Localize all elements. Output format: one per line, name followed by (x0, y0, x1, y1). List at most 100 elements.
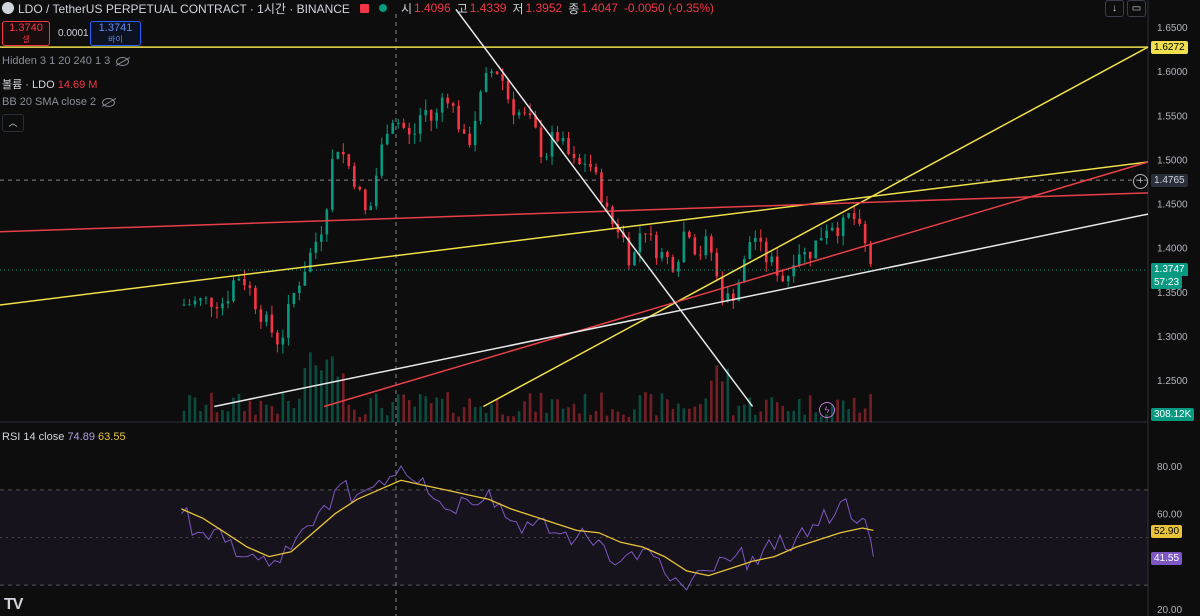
volume-bar (693, 406, 697, 422)
volume-bar (303, 368, 307, 422)
candle-body (199, 298, 202, 301)
window-icon[interactable]: ▭ (1127, 0, 1146, 17)
price-tick-label: 1.6000 (1157, 67, 1188, 78)
candle-body (309, 252, 312, 272)
candle-body (418, 115, 422, 134)
candle-body (594, 166, 598, 173)
hidden-indicator-label: Hidden 3 1 20 240 1 3 (2, 55, 111, 67)
spread-value: 0.0001 (58, 28, 89, 39)
volume-bar (506, 416, 510, 422)
lightning-icon[interactable]: ϟ (819, 402, 835, 418)
volume-bar (534, 411, 537, 422)
candle-body (342, 151, 345, 155)
volume-bar (539, 392, 543, 422)
volume-bar (775, 402, 779, 422)
high-label: 고 (456, 1, 468, 16)
volume-bar (671, 408, 675, 422)
volume-bar (731, 415, 735, 422)
coin-logo-icon (2, 2, 14, 14)
volume-bar (495, 398, 499, 422)
rsi-tag: 41.55 (1151, 552, 1183, 565)
eye-slash-icon[interactable] (116, 56, 130, 66)
candle-body (561, 137, 565, 142)
rsi-indicator[interactable]: RSI 14 close 74.89 63.55 (2, 431, 126, 443)
volume-bar (797, 398, 801, 422)
candle-body (814, 240, 817, 259)
yellow-trend-line (0, 161, 1149, 306)
volume-bar (528, 393, 532, 422)
volume-bar (858, 412, 861, 422)
collapse-up-icon[interactable]: ︿ (2, 114, 24, 132)
volume-bar (462, 407, 466, 422)
candle-body (710, 236, 713, 253)
volume-bar (688, 408, 691, 422)
price-tag-cursor: 1.4765 (1151, 174, 1188, 187)
volume-bar (836, 399, 839, 422)
price-tick-label: 1.3000 (1157, 332, 1188, 343)
hidden-indicator[interactable]: Hidden 3 1 20 240 1 3 (2, 55, 130, 67)
candle-body (270, 314, 274, 333)
candle-body (803, 251, 806, 255)
price-tick-label: 1.6500 (1157, 23, 1188, 34)
candle-body (633, 252, 636, 266)
volume-bar (221, 409, 224, 422)
candle-body (512, 99, 515, 116)
rsi-ma-tag: 52.90 (1151, 525, 1183, 538)
price-tick-label: 1.4000 (1157, 244, 1188, 255)
candle-body (369, 206, 373, 211)
countdown-tag: 57:23 (1151, 276, 1183, 289)
volume-bar (781, 405, 785, 422)
candle-body (523, 112, 526, 114)
volume-bar (737, 405, 741, 422)
close-label: 종 (568, 1, 580, 16)
volume-bar (808, 395, 812, 422)
candle-body (374, 175, 378, 207)
white-trend-line (455, 8, 754, 407)
volume-bar (396, 394, 400, 422)
volume-bar (759, 411, 763, 422)
bb-indicator[interactable]: BB 20 SMA close 2 (2, 96, 116, 108)
candle-body (407, 127, 411, 135)
candle-body (847, 213, 850, 218)
candle-body (380, 144, 384, 176)
candle-body (451, 103, 455, 106)
volume-bar (265, 404, 268, 422)
candle-body (693, 237, 697, 255)
arrow-down-icon[interactable]: ↓ (1105, 0, 1124, 17)
plus-circle-icon[interactable]: + (1133, 174, 1148, 189)
volume-bar (682, 408, 686, 422)
symbol-title[interactable]: LDO / TetherUS PERPETUAL CONTRACT · 1시간 … (18, 1, 350, 16)
rsi-band (0, 489, 1148, 586)
buy-button[interactable]: 1.3741 바이 (90, 21, 141, 46)
red-trend-line (323, 161, 1149, 408)
volume-bar (210, 392, 213, 422)
candle-body (336, 151, 340, 159)
candle-body (259, 309, 263, 322)
volume-bar (814, 412, 817, 422)
candle-body (534, 115, 537, 128)
volume-bar (550, 399, 554, 422)
open-label: 시 (400, 1, 412, 16)
volume-bar (803, 414, 806, 422)
rsi-label: RSI 14 close (2, 431, 65, 443)
volume-bar (325, 359, 329, 422)
volume-bar (677, 403, 680, 422)
volume-bar (523, 401, 526, 422)
sell-button[interactable]: 1.3740 셀 (2, 21, 50, 46)
yellow-trend-line (483, 46, 1149, 408)
candle-body (495, 71, 499, 75)
candle-body (830, 227, 834, 231)
volume-bar (819, 416, 823, 422)
volume-indicator[interactable]: 볼륨 · LDO 14.69 M (2, 76, 97, 92)
low-label: 저 (512, 1, 524, 16)
volume-bar (841, 400, 845, 422)
flag-icon[interactable] (359, 3, 369, 13)
candle-body (748, 242, 752, 260)
eye-slash-icon[interactable] (102, 97, 116, 107)
volume-bar (188, 395, 191, 422)
buy-price: 1.3741 (98, 22, 133, 34)
buy-label: 바이 (108, 35, 123, 44)
candle-body (836, 227, 839, 237)
candle-body (320, 234, 323, 242)
